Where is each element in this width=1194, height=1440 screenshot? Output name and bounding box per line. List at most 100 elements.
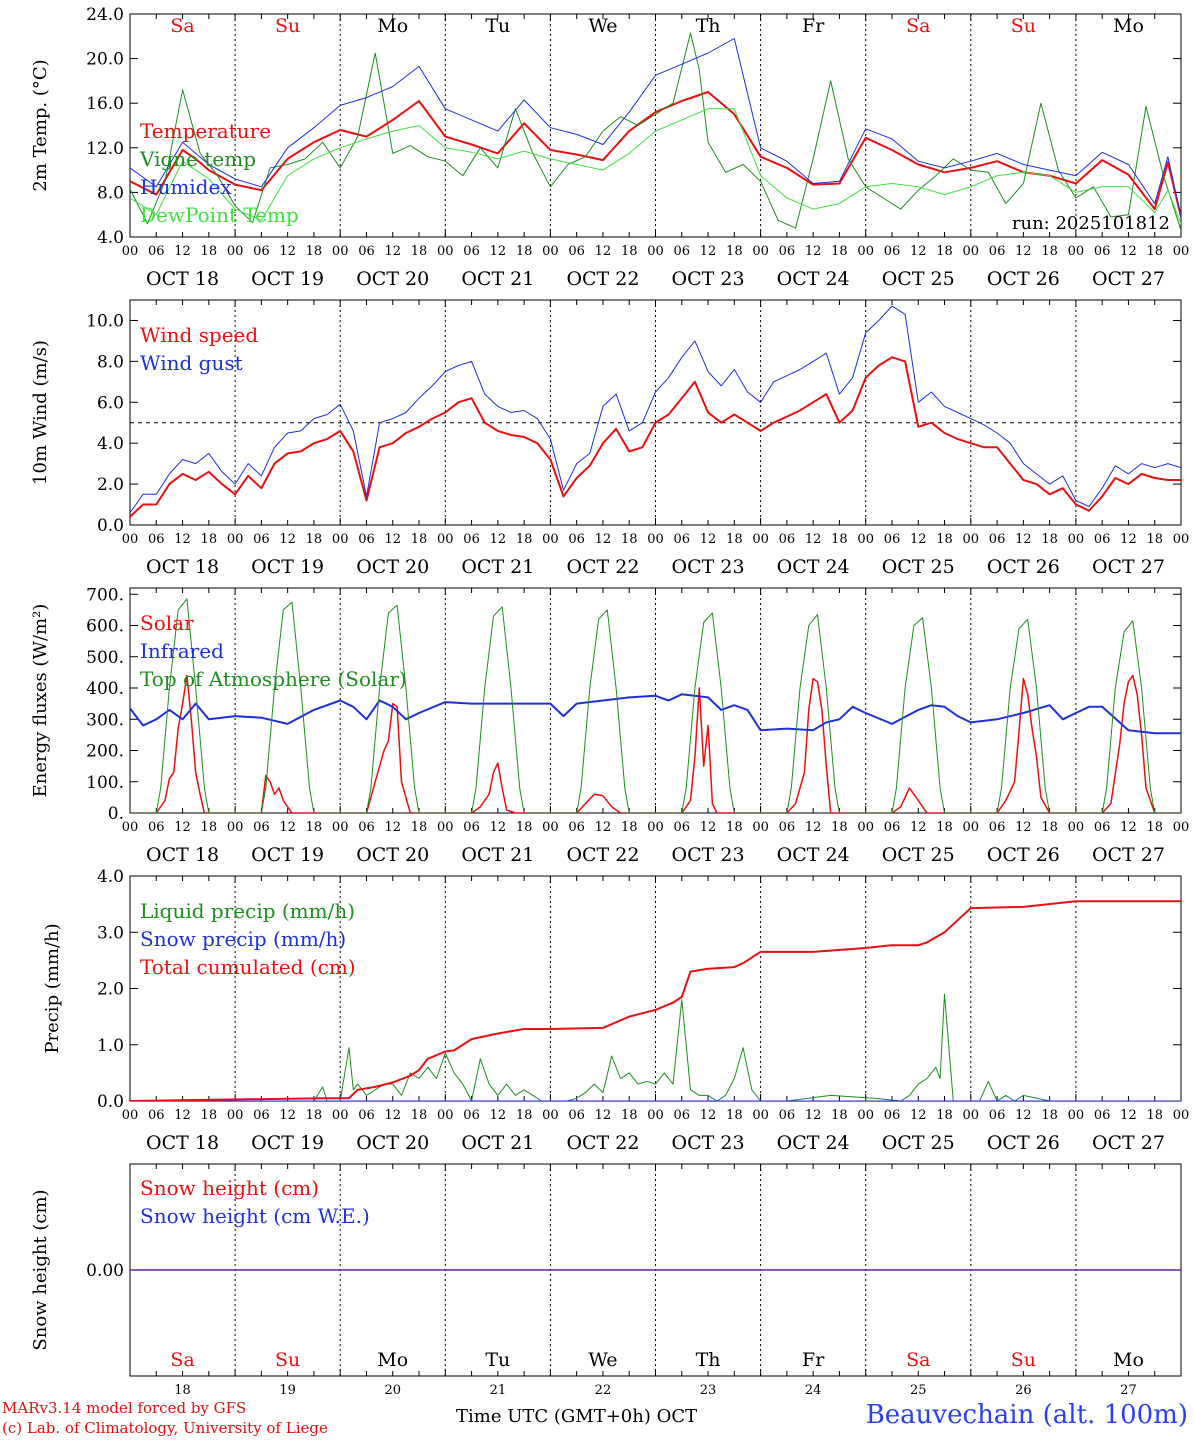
y-axis-title: Energy fluxes (W/m²) [30, 604, 51, 798]
hour-tick-label: 18 [621, 532, 638, 547]
date-label: OCT 23 [672, 844, 745, 866]
hour-tick-label: 12 [1120, 820, 1137, 835]
date-label: OCT 18 [146, 1132, 219, 1154]
legend-entry: Snow height (cm W.E.) [140, 1204, 370, 1228]
hour-tick-label: 00 [857, 1108, 874, 1123]
hour-tick-label: 00 [542, 1108, 559, 1123]
day-name: Tu [485, 1349, 510, 1371]
date-label: OCT 19 [251, 268, 324, 290]
hour-tick-label: 18 [1041, 1108, 1058, 1123]
day-number: 27 [1120, 1383, 1137, 1398]
y-tick-label: 0.00 [86, 1261, 124, 1281]
y-tick-label: 600. [86, 617, 124, 637]
hour-tick-label: 12 [174, 820, 191, 835]
hour-tick-label: 18 [411, 1108, 428, 1123]
panel-wind: 0.0 2.0 4.0 6.0 8.0 10.0 10m Wind (m/s) Wind sp… [30, 299, 1189, 578]
hour-tick-label: 18 [936, 1108, 953, 1123]
hour-tick-label: 00 [332, 1108, 349, 1123]
date-label: OCT 26 [987, 268, 1060, 290]
day-name: Sa [906, 1349, 930, 1371]
hour-tick-label: 00 [857, 244, 874, 259]
date-label: OCT 19 [251, 1132, 324, 1154]
day-name: Mo [1113, 1349, 1144, 1371]
legend-entry: Wind gust [140, 351, 243, 375]
y-tick-label: 4.0 [97, 228, 124, 248]
hour-tick-label: 00 [1068, 532, 1085, 547]
hour-tick-label: 18 [726, 820, 743, 835]
hour-tick-label: 12 [595, 820, 612, 835]
day-name: Su [275, 15, 300, 37]
hour-tick-label: 00 [542, 244, 559, 259]
legend-entry: Temperature [140, 119, 271, 143]
day-number: 22 [595, 1383, 612, 1398]
hour-tick-label: 18 [936, 532, 953, 547]
hour-tick-label: 12 [700, 1108, 717, 1123]
hour-tick-label: 06 [1094, 1108, 1111, 1123]
date-label: OCT 25 [882, 556, 955, 578]
date-label: OCT 20 [356, 844, 429, 866]
hour-tick-label: 00 [122, 244, 139, 259]
date-label: OCT 26 [987, 556, 1060, 578]
hour-tick-label: 18 [621, 1108, 638, 1123]
date-label: OCT 22 [566, 1132, 639, 1154]
date-label: OCT 20 [356, 268, 429, 290]
y-tick-label: 200. [86, 742, 124, 762]
hour-tick-label: 00 [437, 820, 454, 835]
hour-tick-label: 06 [148, 820, 165, 835]
y-tick-label: 12.0 [86, 139, 124, 159]
date-label: OCT 27 [1092, 268, 1165, 290]
hour-tick-label: 12 [384, 820, 401, 835]
hour-tick-label: 18 [831, 532, 848, 547]
date-label: OCT 22 [566, 268, 639, 290]
hour-tick-label: 06 [884, 820, 901, 835]
hour-tick-label: 18 [936, 244, 953, 259]
date-label: OCT 24 [777, 268, 850, 290]
hour-tick-label: 12 [174, 244, 191, 259]
day-name: Su [275, 1349, 300, 1371]
hour-tick-label: 18 [726, 1108, 743, 1123]
hour-tick-label: 06 [358, 532, 375, 547]
hour-tick-label: 06 [989, 820, 1006, 835]
hour-tick-label: 00 [122, 820, 139, 835]
hour-tick-label: 00 [1173, 820, 1190, 835]
date-label: OCT 21 [461, 1132, 534, 1154]
day-number: 19 [279, 1383, 296, 1398]
hour-tick-label: 18 [306, 1108, 323, 1123]
date-label: OCT 24 [777, 844, 850, 866]
station-name: Beauvechain (alt. 100m) [865, 1400, 1188, 1430]
date-label: OCT 25 [882, 844, 955, 866]
series-line-wind-gust [130, 305, 1181, 513]
y-tick-label: 16.0 [86, 94, 124, 114]
day-name: Su [1011, 1349, 1036, 1371]
hour-tick-label: 12 [384, 1108, 401, 1123]
hour-tick-label: 00 [227, 820, 244, 835]
y-tick-label: 3.0 [97, 923, 124, 943]
hour-tick-label: 00 [332, 820, 349, 835]
series-line-total-cumulated-cm [130, 900, 1181, 1101]
y-tick-label: 2.0 [97, 475, 124, 495]
hour-tick-label: 12 [910, 532, 927, 547]
hour-tick-label: 06 [674, 820, 691, 835]
hour-tick-label: 12 [490, 244, 507, 259]
y-tick-label: 8.0 [97, 352, 124, 372]
hour-tick-label: 12 [490, 820, 507, 835]
date-label: OCT 18 [146, 556, 219, 578]
day-name: Su [1011, 15, 1036, 37]
y-axis-title: 10m Wind (m/s) [30, 340, 51, 485]
y-tick-label: 8.0 [97, 183, 124, 203]
date-label: OCT 21 [461, 844, 534, 866]
y-tick-label: 24.0 [86, 5, 124, 25]
hour-tick-label: 12 [490, 532, 507, 547]
hour-tick-label: 12 [174, 532, 191, 547]
hour-tick-label: 06 [253, 1108, 270, 1123]
hour-tick-label: 06 [358, 1108, 375, 1123]
hour-tick-label: 00 [542, 820, 559, 835]
series-line-solar [130, 674, 1181, 813]
y-tick-label: 0.0 [97, 1092, 124, 1112]
hour-tick-label: 06 [358, 244, 375, 259]
hour-tick-label: 06 [568, 532, 585, 547]
hour-tick-label: 00 [647, 1108, 664, 1123]
y-tick-label: 0.0 [97, 516, 124, 536]
panel-precip: 0.0 1.0 2.0 3.0 4.0 Precip (mm/h) Liquid preci… [42, 867, 1189, 1154]
